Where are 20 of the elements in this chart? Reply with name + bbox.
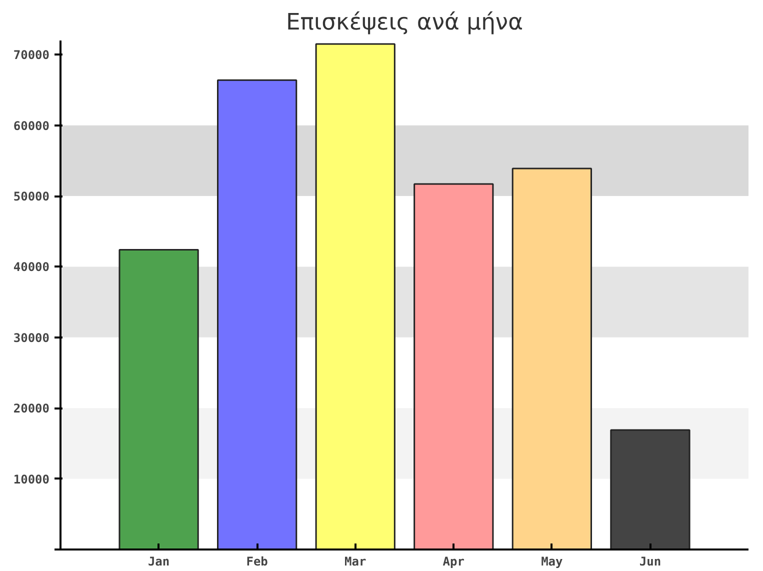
- y-tick-label: 50000: [13, 190, 50, 204]
- bar: [512, 168, 592, 550]
- x-tick-label: May: [541, 554, 563, 568]
- y-tick-label: 10000: [13, 472, 50, 486]
- x-tick-label: Apr: [442, 554, 464, 568]
- y-tick-label: 40000: [13, 260, 50, 274]
- x-tick-label: Feb: [246, 554, 268, 568]
- y-tick-label: 30000: [13, 330, 50, 345]
- bar: [118, 249, 199, 550]
- bar: [315, 43, 396, 550]
- bar: [217, 79, 298, 550]
- bar: [610, 429, 690, 550]
- x-tick-label: Mar: [344, 554, 366, 568]
- x-tick-label: Jan: [148, 554, 170, 568]
- y-tick-label: 70000: [13, 48, 50, 62]
- chart-title: Επισκέψεις ανά μήνα: [286, 10, 524, 36]
- y-tick-label: 20000: [13, 402, 50, 416]
- bar: [414, 183, 494, 550]
- y-tick-label: 60000: [13, 118, 50, 133]
- x-tick-label: Jun: [639, 554, 662, 568]
